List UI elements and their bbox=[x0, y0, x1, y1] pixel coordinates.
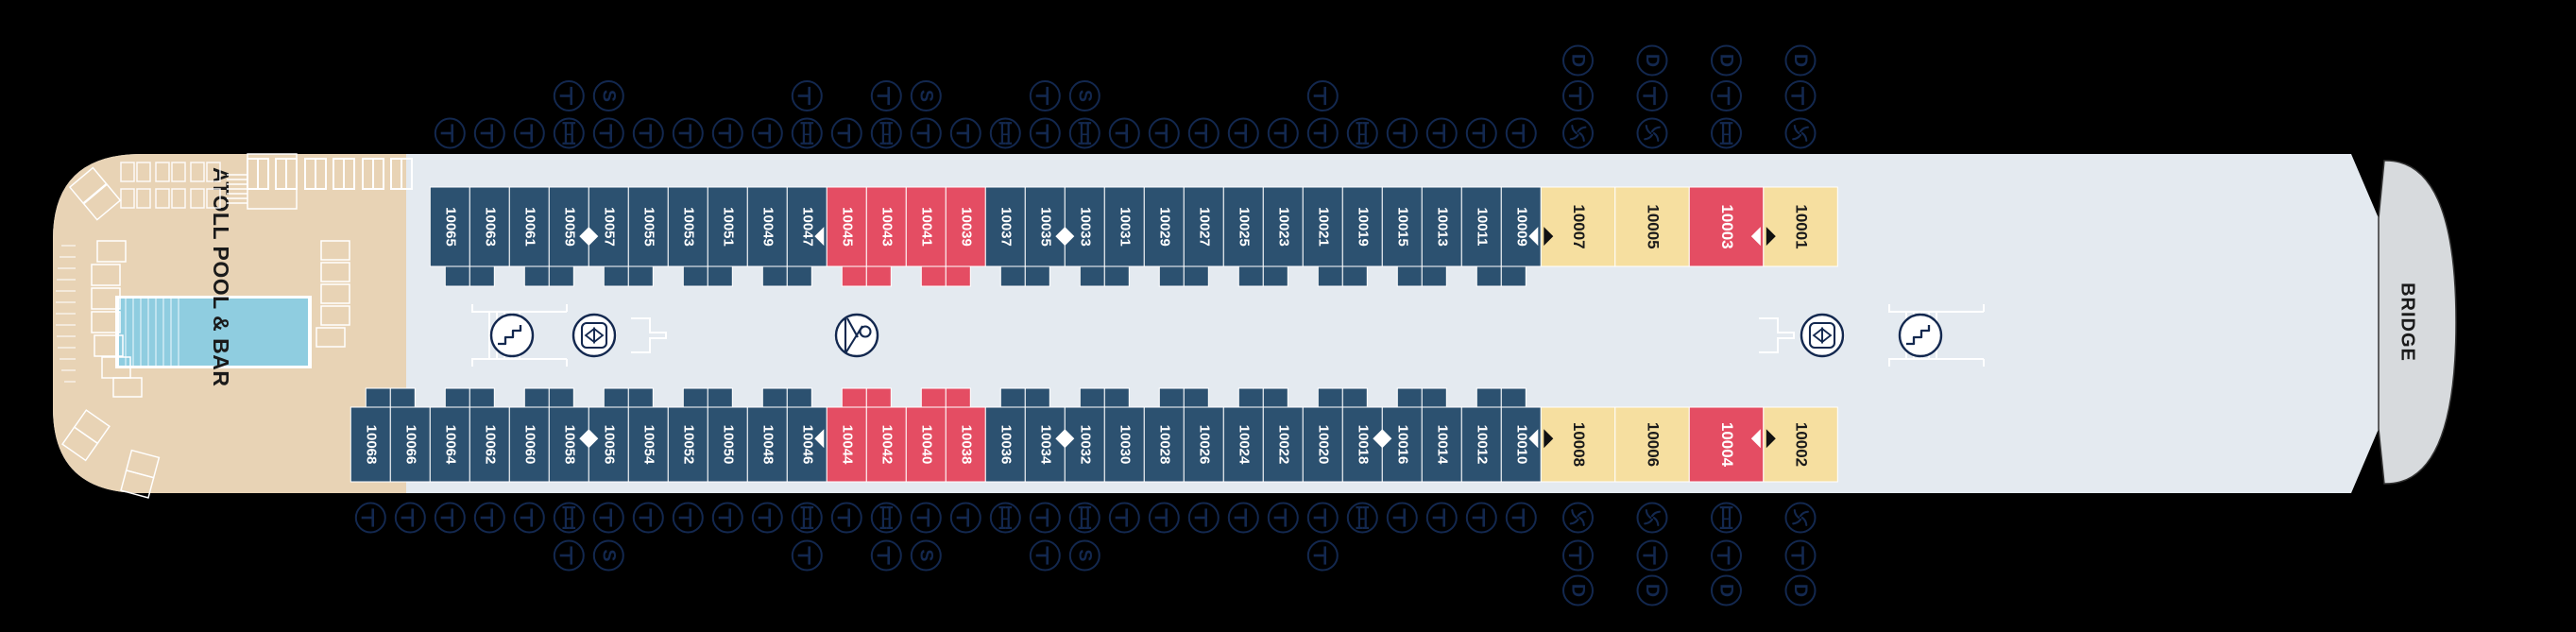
svg-text:S: S bbox=[1074, 90, 1095, 102]
svg-text:10050: 10050 bbox=[720, 425, 736, 465]
svg-text:10002: 10002 bbox=[1793, 422, 1811, 467]
svg-text:10042: 10042 bbox=[879, 425, 895, 465]
svg-text:10006: 10006 bbox=[1645, 422, 1663, 467]
svg-text:10019: 10019 bbox=[1355, 207, 1371, 247]
svg-text:10051: 10051 bbox=[720, 207, 736, 247]
svg-text:S: S bbox=[1074, 550, 1095, 562]
svg-text:10001: 10001 bbox=[1793, 204, 1811, 248]
svg-text:10037: 10037 bbox=[998, 207, 1014, 247]
svg-text:10047: 10047 bbox=[799, 207, 815, 247]
svg-text:10021: 10021 bbox=[1315, 207, 1331, 247]
svg-text:D: D bbox=[1568, 584, 1589, 597]
svg-text:10054: 10054 bbox=[640, 425, 657, 465]
svg-text:10049: 10049 bbox=[759, 207, 776, 247]
svg-text:10015: 10015 bbox=[1394, 207, 1410, 247]
svg-text:10062: 10062 bbox=[482, 425, 498, 465]
svg-text:S: S bbox=[598, 550, 619, 562]
svg-text:10024: 10024 bbox=[1236, 425, 1252, 465]
svg-text:10004: 10004 bbox=[1718, 422, 1736, 468]
svg-text:10052: 10052 bbox=[680, 425, 696, 465]
svg-text:10034: 10034 bbox=[1037, 425, 1053, 465]
svg-text:10005: 10005 bbox=[1645, 204, 1663, 248]
svg-text:10035: 10035 bbox=[1037, 207, 1053, 247]
svg-text:10033: 10033 bbox=[1077, 207, 1093, 247]
svg-text:D: D bbox=[1568, 54, 1589, 67]
svg-text:S: S bbox=[915, 550, 936, 562]
svg-text:BRIDGE: BRIDGE bbox=[2397, 282, 2418, 362]
svg-text:10063: 10063 bbox=[482, 207, 498, 247]
svg-text:10003: 10003 bbox=[1718, 204, 1736, 248]
svg-text:10038: 10038 bbox=[958, 425, 974, 465]
svg-text:ATOLL POOL & BAR: ATOLL POOL & BAR bbox=[209, 167, 233, 386]
svg-text:10065: 10065 bbox=[442, 207, 458, 247]
svg-text:10064: 10064 bbox=[442, 425, 458, 465]
svg-text:10007: 10007 bbox=[1570, 204, 1588, 248]
svg-text:10016: 10016 bbox=[1394, 425, 1410, 465]
svg-text:10043: 10043 bbox=[879, 207, 895, 247]
svg-text:10057: 10057 bbox=[601, 207, 617, 247]
svg-text:D: D bbox=[1642, 584, 1663, 597]
svg-text:10048: 10048 bbox=[759, 425, 776, 465]
svg-text:10061: 10061 bbox=[521, 207, 537, 247]
svg-text:10031: 10031 bbox=[1117, 207, 1133, 247]
svg-text:10066: 10066 bbox=[402, 425, 418, 465]
svg-text:D: D bbox=[1716, 54, 1737, 67]
svg-text:10025: 10025 bbox=[1236, 207, 1252, 247]
svg-text:10022: 10022 bbox=[1275, 425, 1291, 465]
svg-text:10032: 10032 bbox=[1077, 425, 1093, 465]
svg-text:10023: 10023 bbox=[1275, 207, 1291, 247]
svg-text:10026: 10026 bbox=[1196, 425, 1212, 465]
svg-text:10040: 10040 bbox=[918, 425, 934, 465]
svg-text:10056: 10056 bbox=[601, 425, 617, 465]
svg-text:10008: 10008 bbox=[1570, 422, 1588, 467]
svg-text:D: D bbox=[1642, 54, 1663, 67]
svg-text:10013: 10013 bbox=[1434, 207, 1450, 247]
svg-text:10059: 10059 bbox=[561, 207, 577, 247]
svg-text:10053: 10053 bbox=[680, 207, 696, 247]
svg-text:10012: 10012 bbox=[1474, 425, 1490, 465]
svg-text:D: D bbox=[1716, 584, 1737, 597]
svg-text:S: S bbox=[915, 90, 936, 102]
svg-text:10009: 10009 bbox=[1513, 207, 1529, 247]
svg-text:10039: 10039 bbox=[958, 207, 974, 247]
svg-text:10058: 10058 bbox=[561, 425, 577, 465]
svg-text:10036: 10036 bbox=[998, 425, 1014, 465]
svg-text:10046: 10046 bbox=[799, 425, 815, 465]
svg-text:10068: 10068 bbox=[363, 425, 379, 465]
svg-text:10011: 10011 bbox=[1474, 208, 1490, 247]
svg-text:10020: 10020 bbox=[1315, 425, 1331, 465]
svg-text:D: D bbox=[1790, 584, 1811, 597]
svg-text:10060: 10060 bbox=[521, 425, 537, 465]
svg-text:10027: 10027 bbox=[1196, 207, 1212, 247]
svg-text:S: S bbox=[598, 90, 619, 102]
svg-text:10028: 10028 bbox=[1156, 425, 1172, 465]
svg-text:10055: 10055 bbox=[640, 207, 657, 247]
svg-text:10018: 10018 bbox=[1355, 425, 1371, 465]
svg-text:10045: 10045 bbox=[839, 207, 855, 247]
svg-text:10029: 10029 bbox=[1156, 207, 1172, 247]
svg-text:10041: 10041 bbox=[918, 207, 934, 247]
svg-text:10044: 10044 bbox=[839, 425, 855, 465]
svg-text:10014: 10014 bbox=[1434, 425, 1450, 465]
svg-text:D: D bbox=[1790, 54, 1811, 67]
svg-text:10030: 10030 bbox=[1117, 425, 1133, 465]
svg-text:10010: 10010 bbox=[1513, 425, 1529, 465]
